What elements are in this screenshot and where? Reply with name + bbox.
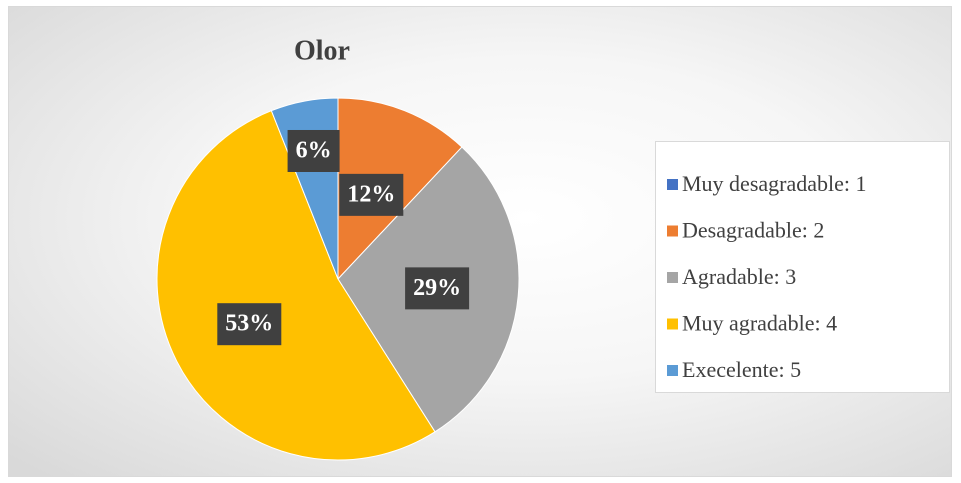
legend-label: Execelente: 5 — [682, 357, 801, 382]
data-label: 12% — [347, 181, 395, 207]
data-label-box — [287, 129, 340, 172]
legend-swatch — [667, 318, 678, 330]
legend-swatch — [667, 179, 678, 190]
data-label: 53% — [225, 311, 273, 337]
data-label-box — [405, 267, 470, 310]
data-label-box — [339, 173, 404, 216]
legend-swatch — [667, 365, 678, 376]
legend-swatch — [667, 225, 678, 237]
legend-swatch — [667, 272, 678, 283]
legend-label: Muy desagradable: 1 — [682, 171, 867, 196]
data-label: 6% — [296, 137, 332, 163]
pie-slice — [156, 110, 436, 461]
legend-label: Agradable: 3 — [682, 264, 796, 289]
data-label: 29% — [413, 275, 461, 301]
legend-label: Desagradable: 2 — [682, 218, 824, 243]
legend-label: Muy agradable: 4 — [682, 311, 837, 336]
chart-title: Olor — [294, 35, 350, 66]
legend-box — [655, 141, 950, 393]
data-label-box — [217, 303, 282, 346]
